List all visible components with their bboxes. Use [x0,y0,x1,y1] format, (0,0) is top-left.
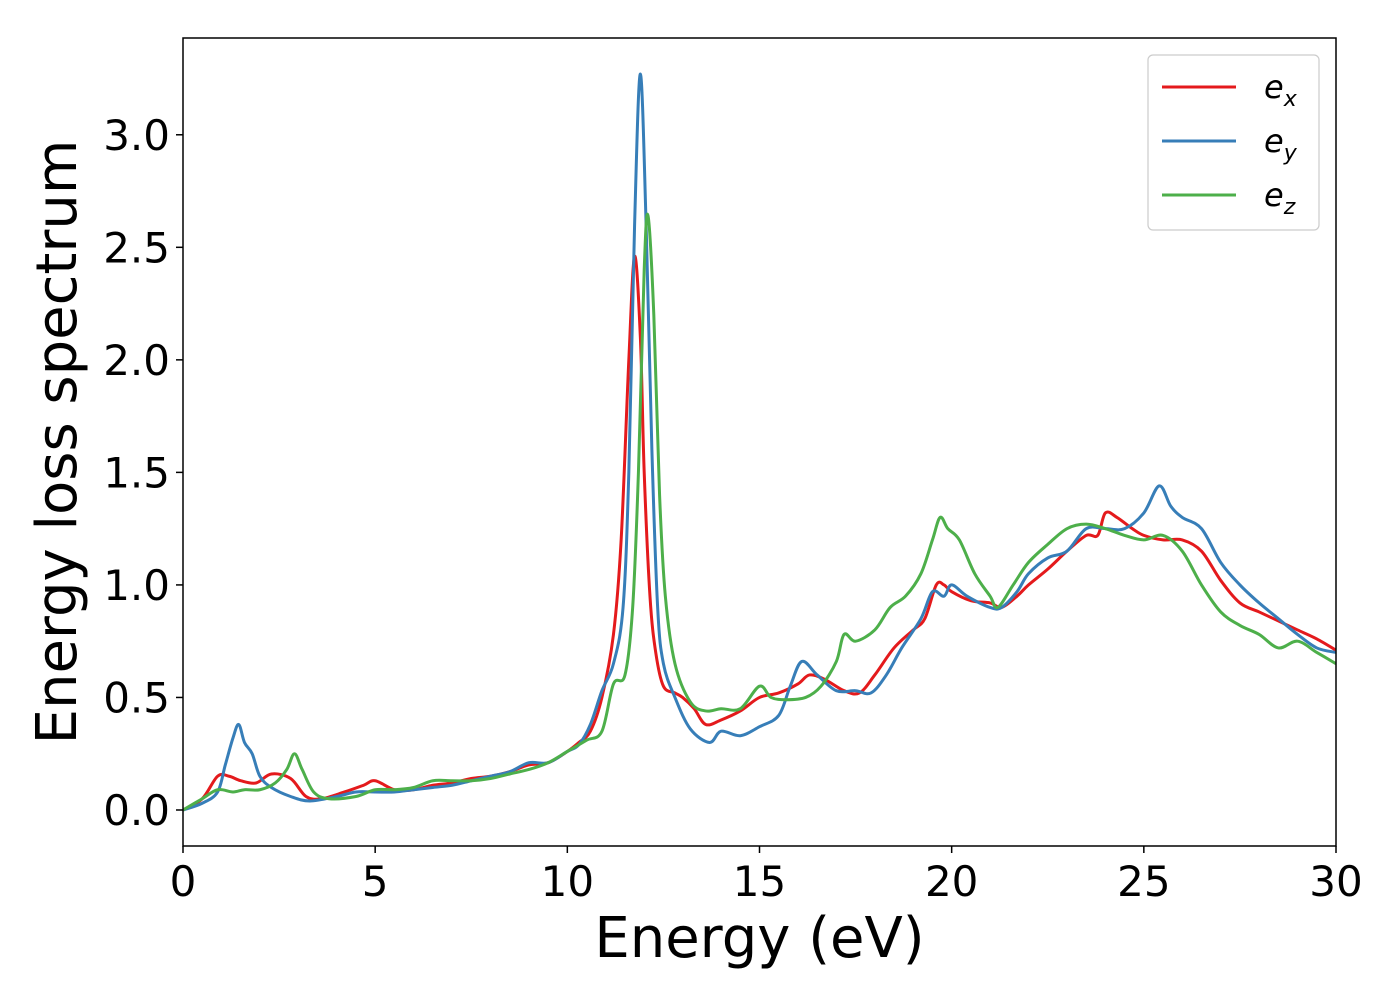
y-tick-label: 1.0 [103,561,170,610]
y-tick-label: 2.5 [103,223,170,272]
y-tick-label: 0.5 [103,673,170,722]
x-tick-label: 5 [362,857,389,906]
x-tick-label: 0 [170,857,197,906]
y-axis: 0.0 0.5 1.0 1.5 2.0 2.5 3.0 [103,111,183,835]
x-tick-label: 20 [925,857,978,906]
x-tick-label: 25 [1117,857,1170,906]
y-tick-label: 2.0 [103,336,170,385]
x-axis: 0 5 10 15 20 25 30 [170,846,1363,906]
x-tick-label: 15 [733,857,786,906]
x-tick-label: 30 [1309,857,1362,906]
y-axis-label: Energy loss spectrum [25,140,90,745]
series-lines [183,72,1336,812]
legend-label-z: ez [1264,176,1296,220]
x-axis-label: Energy (eV) [594,906,924,971]
y-tick-label: 0.0 [103,786,170,835]
y-tick-label: 3.0 [103,111,170,160]
y-tick-label: 1.5 [103,448,170,497]
x-tick-label: 10 [541,857,594,906]
series-line-z [183,212,1336,812]
